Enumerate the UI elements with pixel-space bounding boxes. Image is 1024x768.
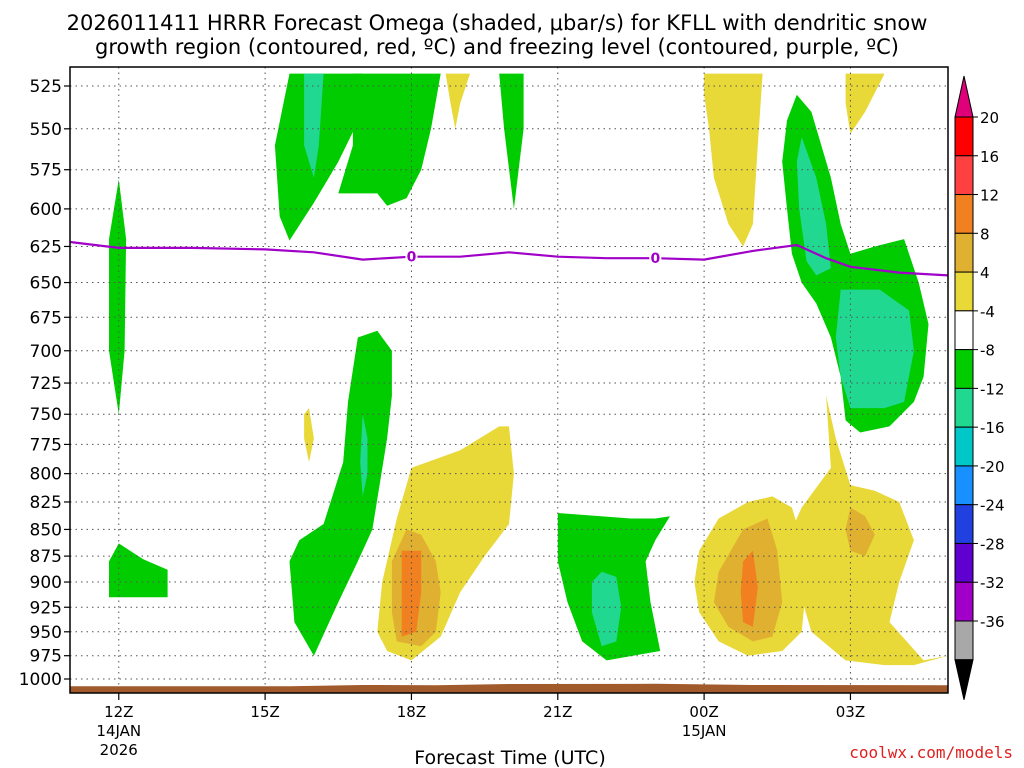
colorbar-swatch-8 [954, 387, 974, 428]
colorbar-label-2: 16 [980, 148, 999, 166]
colorbar-swatch-10 [954, 465, 974, 506]
x-tick-date-12Z: 14JAN [96, 722, 141, 740]
x-tick-label-18Z: 18Z [397, 703, 426, 721]
y-tick-label-950: 950 [30, 623, 62, 643]
omega-region-1 [109, 179, 127, 415]
chart-title-line-1: 2026011411 HRRR Forecast Omega (shaded, … [67, 11, 928, 35]
y-axis: 525 550 575 600 625 650 675 700 725 750 775 800 825 8… [19, 77, 70, 690]
y-tick-label-875: 875 [30, 547, 62, 567]
colorbar-label-4: 8 [980, 225, 990, 243]
x-tick-date-00Z: 15JAN [682, 722, 727, 740]
colorbar-bottom-triangle [954, 659, 974, 700]
y-tick-label-550: 550 [30, 120, 62, 140]
omega-region-14 [304, 408, 314, 463]
chart-title-line-2: growth region (contoured, red, ºC) and f… [95, 35, 899, 59]
x-tick-label-21Z: 21Z [543, 703, 572, 721]
colorbar-swatch-4 [954, 232, 974, 273]
omega-region-6 [372, 73, 441, 206]
y-tick-label-850: 850 [30, 520, 62, 540]
y-tick-label-825: 825 [30, 493, 62, 513]
omega-region-10 [845, 73, 885, 134]
freezing-level-label-2: 0 [650, 251, 660, 267]
colorbar-swatch-7 [954, 349, 974, 389]
colorbar-label-5: 4 [980, 264, 990, 282]
x-tick-label-00Z: 00Z [689, 703, 718, 721]
y-tick-label-925: 925 [30, 598, 62, 618]
x-axis-label: Forecast Time (UTC) [414, 747, 605, 768]
omega-region-15 [289, 330, 392, 656]
gridlines [70, 67, 948, 693]
omega-region-21 [591, 571, 622, 647]
plot-frame [69, 66, 949, 694]
colorbar-swatch-6 [954, 310, 974, 351]
colorbar-swatch-3 [954, 194, 974, 234]
colorbar-label-8: -12 [980, 380, 1005, 398]
colorbar-swatch-5 [954, 271, 974, 312]
omega-region-25 [740, 550, 758, 627]
y-tick-label-600: 600 [30, 200, 62, 220]
y-tick-label-700: 700 [30, 342, 62, 362]
y-tick-label-775: 775 [30, 435, 62, 455]
colorbar-swatch-9 [954, 426, 974, 467]
y-tick-label-525: 525 [30, 77, 62, 97]
credit-link[interactable]: coolwx.com/models [849, 743, 1013, 762]
omega-region-8 [499, 73, 524, 209]
omega-region-9 [704, 73, 763, 247]
omega-region-19 [401, 550, 422, 637]
omega-region-3 [274, 73, 363, 241]
freezing-level-line [70, 240, 948, 277]
y-tick-label-575: 575 [30, 161, 62, 181]
x-tick-label-15Z: 15Z [250, 703, 279, 721]
colorbar-label-7: -8 [980, 342, 995, 360]
omega-region-16 [360, 414, 368, 497]
omega-region-26 [845, 507, 875, 557]
colorbar-label-6: -4 [980, 303, 995, 321]
colorbar-label-12: -28 [980, 535, 1005, 553]
x-tick-label-03Z: 03Z [836, 703, 865, 721]
y-tick-label-900: 900 [30, 573, 62, 593]
x-tick-label-12Z: 12Z [104, 703, 133, 721]
colorbar-swatch-13 [954, 581, 974, 622]
y-tick-label-750: 750 [30, 405, 62, 425]
x-tick-year-12Z: 2026 [100, 741, 138, 759]
omega-region-2 [109, 543, 168, 598]
colorbar-swatch-11 [954, 504, 974, 544]
omega-region-4 [304, 73, 324, 178]
freezing-level-label-1: 0 [407, 250, 417, 266]
colorbar-swatch-2 [954, 155, 974, 196]
y-tick-label-625: 625 [30, 237, 62, 257]
freezing-label-bg-1 [405, 248, 418, 265]
colorbar-swatch-12 [954, 542, 974, 583]
y-tick-label-975: 975 [30, 647, 62, 667]
y-tick-label-725: 725 [30, 374, 62, 394]
colorbar-swatch-14 [954, 620, 974, 661]
colorbar-label-9: -16 [980, 419, 1005, 437]
colorbar-label-13: -32 [980, 574, 1005, 592]
colorbar: 20 16 12 8 4 -4 -8 -12 -16 -20 -24 -28 -32 -36 [954, 75, 1005, 700]
colorbar-label-3: 12 [980, 187, 999, 205]
surface-terrain [70, 683, 948, 693]
colorbar-label-1: 20 [980, 109, 999, 127]
y-tick-label-1000: 1000 [19, 670, 62, 690]
freezing-label-bg-2 [649, 250, 662, 267]
omega-region-7 [445, 73, 470, 129]
surface-terrain-layer [70, 683, 948, 693]
y-tick-label-675: 675 [30, 308, 62, 328]
omega-region-12 [796, 137, 831, 276]
y-tick-label-650: 650 [30, 274, 62, 294]
y-tick-label-800: 800 [30, 465, 62, 485]
colorbar-swatch-1 [954, 116, 974, 157]
colorbar-label-11: -24 [980, 497, 1005, 515]
colorbar-label-10: -20 [980, 458, 1005, 476]
colorbar-label-14: -36 [980, 613, 1005, 631]
omega-region-13 [835, 289, 914, 409]
omega-shading-layer [109, 73, 948, 666]
